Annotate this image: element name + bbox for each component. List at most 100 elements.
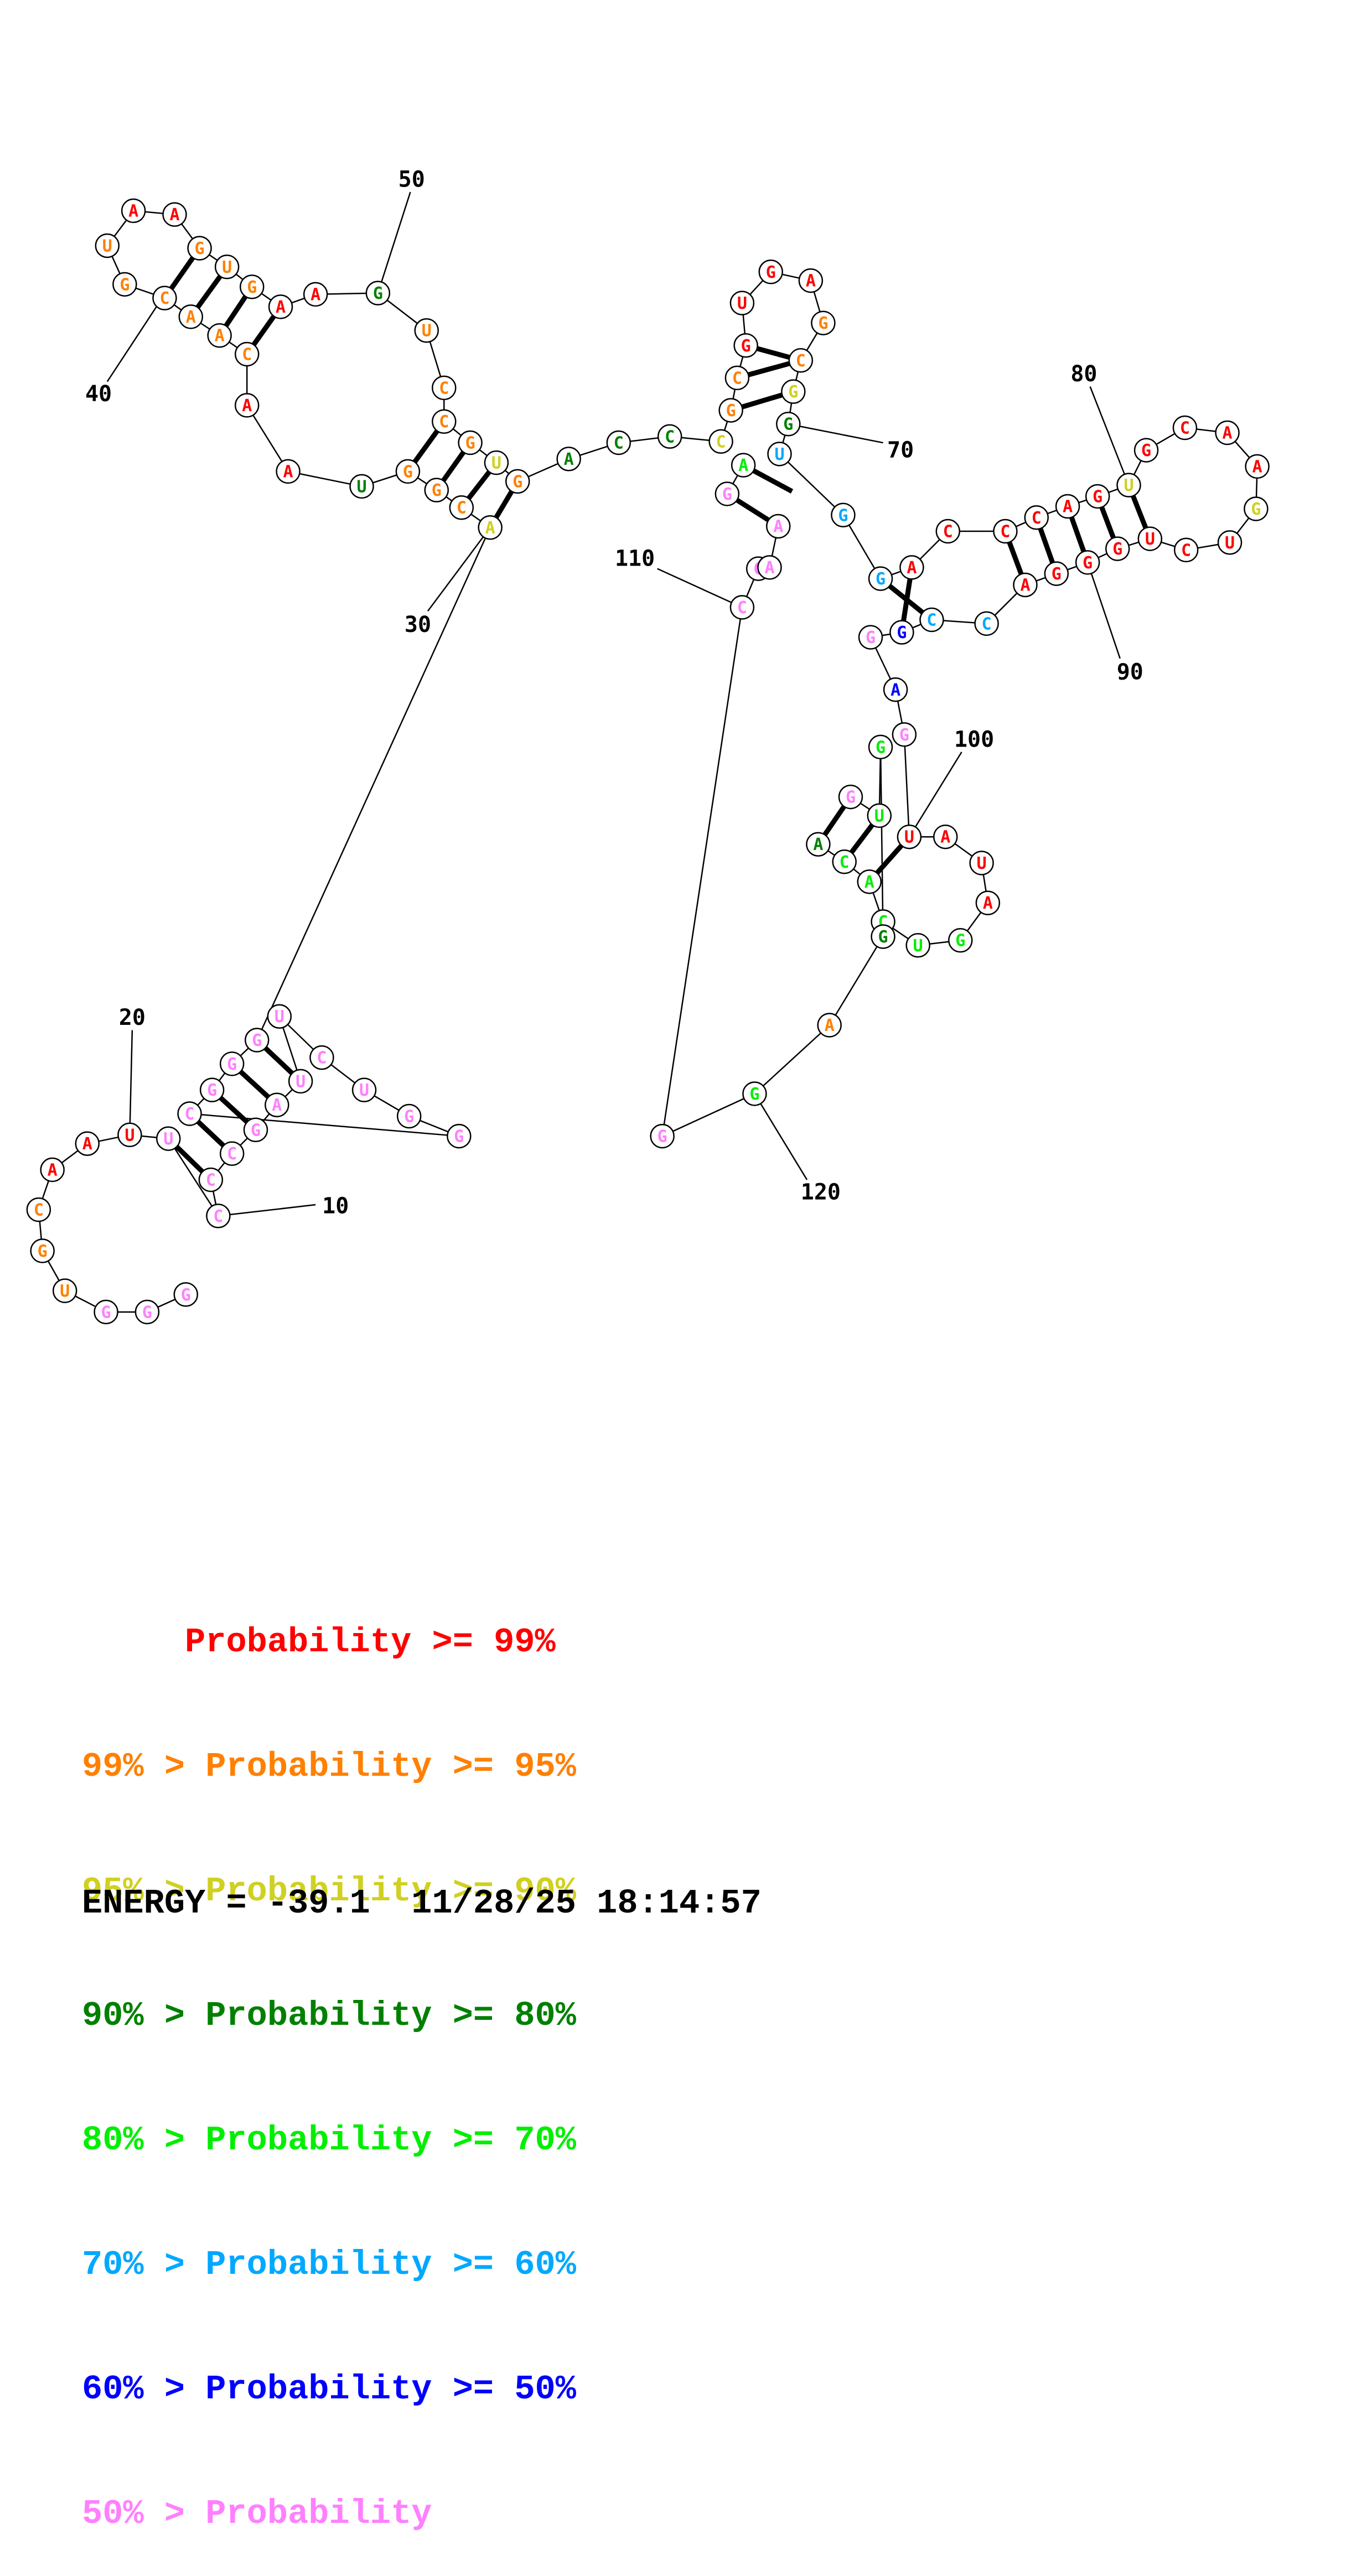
nucleotide-letter: A	[1223, 424, 1233, 443]
nucleotide-circle	[351, 1077, 377, 1102]
nucleotide-circle	[395, 459, 421, 484]
nucleotide-circle	[1013, 572, 1038, 598]
nucleotide-circle	[199, 1077, 225, 1102]
nucleotide-letter: U	[491, 454, 501, 473]
nucleotide-letter: G	[252, 1031, 262, 1050]
nucleotide: U	[905, 933, 930, 958]
nucleotide: A	[1055, 494, 1080, 519]
nucleotide: U	[156, 1126, 181, 1151]
nucleotide-letter: C	[1180, 418, 1190, 438]
nucleotide-letter: G	[1093, 487, 1102, 506]
nucleotide-circle	[396, 1103, 422, 1129]
nucleotide-letter: A	[825, 1016, 835, 1035]
nucleotide: G	[239, 274, 265, 299]
nucleotide: A	[975, 890, 1001, 915]
position-tick	[908, 751, 962, 837]
legend-row: 99% > Probability >= 95%	[82, 1747, 576, 1786]
position-label: 50	[398, 167, 425, 193]
nucleotide-letter: C	[982, 614, 992, 634]
nucleotide-letter: U	[1124, 476, 1134, 495]
nucleotide-letter: U	[1225, 533, 1235, 553]
nucleotide-letter: G	[846, 788, 856, 807]
backbone-segment	[168, 1138, 219, 1216]
nucleotide-circle	[650, 1123, 675, 1149]
nucleotide: A	[766, 514, 791, 539]
nucleotide-letter: U	[737, 294, 747, 313]
nucleotide: A	[303, 282, 328, 307]
nucleotide-circle	[414, 318, 439, 343]
nucleotide-letter: A	[813, 835, 823, 854]
nucleotide-letter: G	[788, 382, 798, 402]
nucleotide-circle	[432, 375, 457, 401]
backbone-segment	[661, 607, 743, 1137]
nucleotide-circle	[75, 1131, 100, 1156]
nucleotide-letter: A	[283, 462, 293, 481]
nucleotide-letter: G	[897, 623, 907, 642]
nucleotide-circle	[178, 304, 204, 329]
nucleotide-letter: G	[749, 1085, 759, 1104]
nucleotide-circle	[657, 424, 682, 449]
nucleotide-letter: C	[796, 351, 806, 371]
nucleotide-letter: C	[614, 434, 624, 453]
nucleotide: A	[798, 268, 824, 293]
nucleotide-letter: A	[1020, 576, 1030, 595]
position-label: 80	[1070, 361, 1097, 387]
nucleotide: G	[1133, 438, 1159, 463]
nucleotide-letter: G	[120, 275, 130, 294]
nucleotide-letter: G	[766, 263, 776, 282]
nucleotide-circle	[838, 784, 863, 810]
nucleotide: G	[838, 784, 863, 810]
nucleotide-circle	[1055, 494, 1080, 519]
position-tick	[106, 297, 163, 382]
nucleotide-letter: G	[1251, 500, 1261, 519]
nucleotide: A	[268, 294, 293, 319]
nucleotide-circle	[276, 459, 301, 484]
backbone-segment	[879, 747, 884, 937]
nucleotide-circle	[26, 1197, 51, 1222]
nucleotide-letter: G	[432, 481, 442, 500]
nucleotide-letter: C	[206, 1170, 216, 1190]
nucleotide: A	[162, 202, 187, 227]
nucleotide-circle	[969, 851, 994, 875]
nucleotide-letter: C	[737, 598, 747, 618]
energy-timestamp: ENERGY = -39.1 11/28/25 18:14:57	[82, 1884, 762, 1923]
position-labels: 10 20 30 40 50 70 80 90 100 110 120	[85, 167, 1143, 1219]
nucleotide: C	[935, 519, 961, 544]
nucleotide-letter: G	[783, 415, 793, 434]
nucleotide-circle	[729, 595, 755, 620]
nucleotide: U	[351, 1077, 377, 1102]
nucleotide-circle	[1244, 496, 1269, 521]
nucleotide: G	[1244, 496, 1269, 521]
nucleotide-circle	[858, 625, 883, 650]
nucleotide-letter: C	[716, 432, 726, 452]
nucleotide: G	[30, 1238, 55, 1263]
nucleotide-circle	[1075, 550, 1100, 575]
nucleotide-letter: U	[774, 445, 784, 464]
nucleotide-circle	[729, 291, 755, 315]
nucleotide: G	[199, 1077, 225, 1102]
nucleotide-letter: G	[38, 1242, 48, 1261]
nucleotide-circle	[948, 927, 973, 953]
nucleotide: C	[432, 375, 457, 401]
nucleotide-circle	[268, 294, 293, 319]
nucleotide-circle	[1044, 561, 1069, 586]
nucleotide-circle	[187, 236, 212, 261]
nucleotide-letter: U	[60, 1282, 70, 1301]
legend-row: Probability >= 99%	[82, 1623, 556, 1662]
nucleotide-circle	[244, 1028, 270, 1053]
nucleotide-circle	[811, 310, 836, 335]
backbone-segment	[189, 1113, 459, 1137]
nucleotide-letter: A	[890, 681, 900, 700]
nucleotide: A	[265, 1092, 289, 1117]
nucleotide-circle	[974, 611, 999, 636]
nucleotide: U	[288, 1069, 313, 1094]
nucleotide: U	[414, 318, 439, 343]
nucleotide-letter: A	[215, 326, 225, 346]
nucleotide-letter: G	[195, 239, 205, 258]
nucleotide-letter: C	[242, 345, 252, 365]
nucleotide-letter: C	[840, 853, 850, 872]
nucleotide-circle	[219, 1141, 245, 1166]
position-tick	[427, 527, 491, 612]
nucleotide-circle	[606, 430, 631, 455]
